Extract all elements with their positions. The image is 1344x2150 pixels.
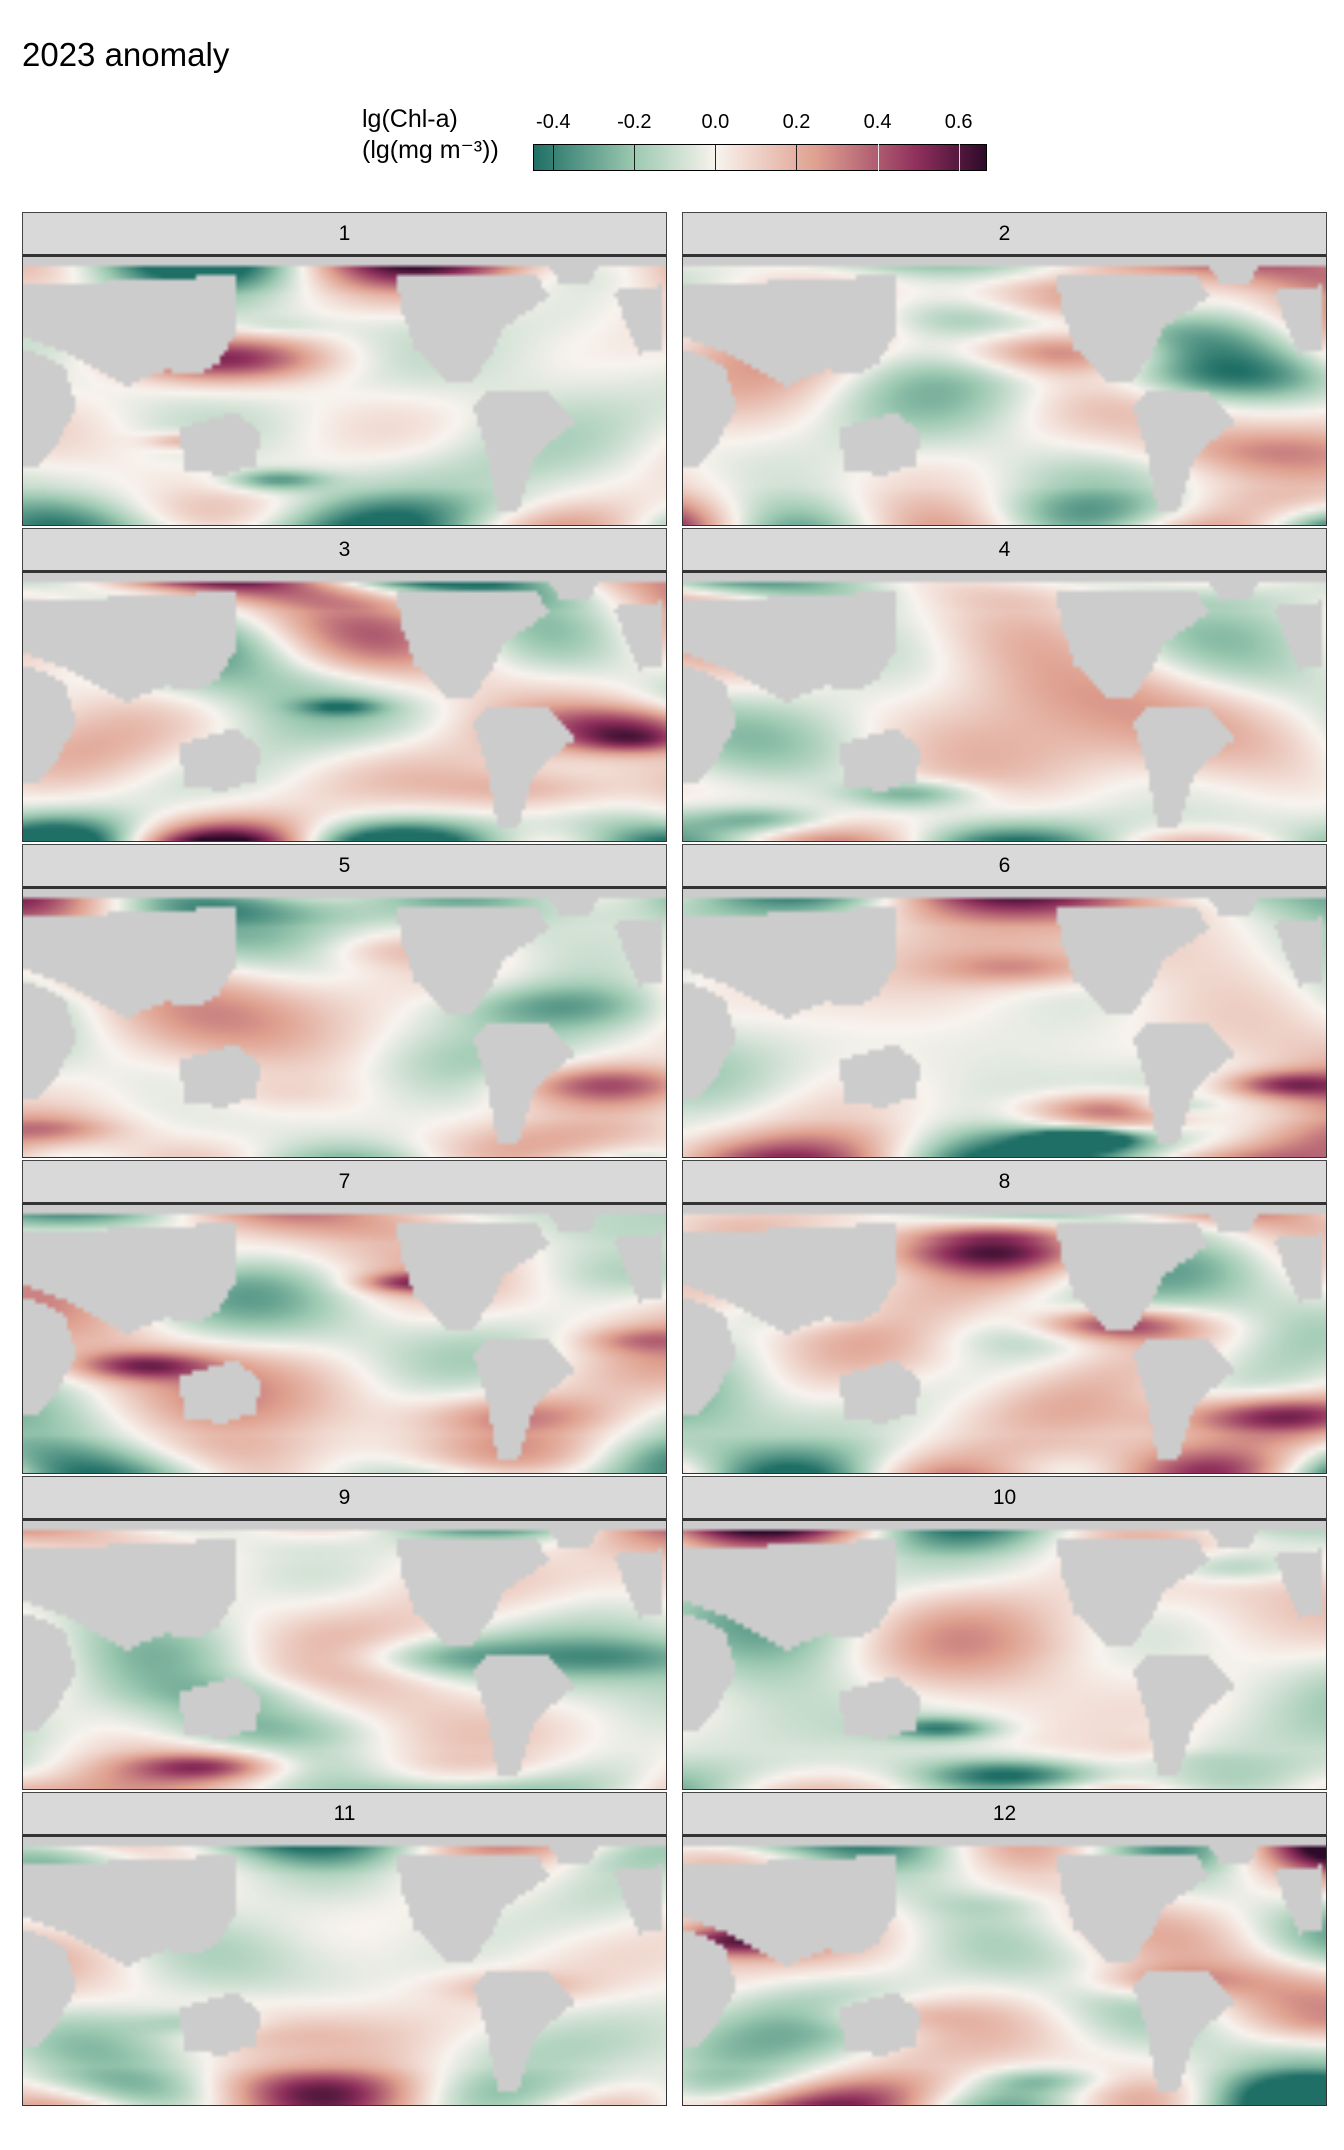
legend-title: lg(Chl-a) (lg(mg m⁻³)) [362, 104, 499, 166]
facet-strip-label: 5 [22, 844, 667, 888]
facet-panel-8: 8 [682, 1160, 1327, 1474]
colorbar [533, 144, 987, 171]
facet-strip-label: 8 [682, 1160, 1327, 1204]
facet-panel-11: 11 [22, 1792, 667, 2106]
facet-panel-6: 6 [682, 844, 1327, 1158]
colorbar-tick-mark [958, 144, 960, 171]
anomaly-map [682, 256, 1327, 526]
chart-title: 2023 anomaly [22, 36, 230, 73]
facet-strip-label: 9 [22, 1476, 667, 1520]
facet-panel-5: 5 [22, 844, 667, 1158]
facet-panel-7: 7 [22, 1160, 667, 1474]
facet-strip-label: 11 [22, 1792, 667, 1836]
colorbar-tick-label: -0.4 [536, 111, 571, 133]
colorbar-tick-label: 0.4 [863, 111, 892, 133]
colorbar-tick-label: 0.0 [701, 111, 730, 133]
facet-panel-4: 4 [682, 528, 1327, 842]
anomaly-map [682, 888, 1327, 1158]
facet-strip-label: 7 [22, 1160, 667, 1204]
facet-panel-2: 2 [682, 212, 1327, 526]
anomaly-map [22, 256, 667, 526]
anomaly-map [22, 888, 667, 1158]
colorbar-tick-mark [715, 144, 717, 171]
facet-strip-label: 4 [682, 528, 1327, 572]
colorbar-tick-mark [634, 144, 636, 171]
colorbar-tick-label: -0.2 [617, 111, 652, 133]
facet-strip-label: 10 [682, 1476, 1327, 1520]
anomaly-map [682, 572, 1327, 842]
anomaly-map [22, 572, 667, 842]
facet-strip-label: 1 [22, 212, 667, 256]
facet-panel-9: 9 [22, 1476, 667, 1790]
facet-strip-label: 6 [682, 844, 1327, 888]
colorbar-tick-mark [796, 144, 798, 171]
colorbar-tick-mark [553, 144, 555, 171]
colorbar-tick-label: 0.2 [782, 111, 811, 133]
legend-title-line2: (lg(mg m⁻³)) [362, 136, 499, 164]
anomaly-map [682, 1520, 1327, 1790]
anomaly-map [22, 1836, 667, 2106]
facet-strip-label: 12 [682, 1792, 1327, 1836]
colorbar-tick-label: 0.6 [944, 111, 973, 133]
facet-panel-1: 1 [22, 212, 667, 526]
facet-panel-10: 10 [682, 1476, 1327, 1790]
facet-panel-3: 3 [22, 528, 667, 842]
facet-panel-12: 12 [682, 1792, 1327, 2106]
anomaly-map [682, 1204, 1327, 1474]
legend-title-line1: lg(Chl-a) [362, 105, 458, 133]
facet-strip-label: 2 [682, 212, 1327, 256]
facet-strip-label: 3 [22, 528, 667, 572]
anomaly-map [682, 1836, 1327, 2106]
anomaly-map [22, 1204, 667, 1474]
anomaly-map [22, 1520, 667, 1790]
colorbar-tick-mark [877, 144, 879, 171]
